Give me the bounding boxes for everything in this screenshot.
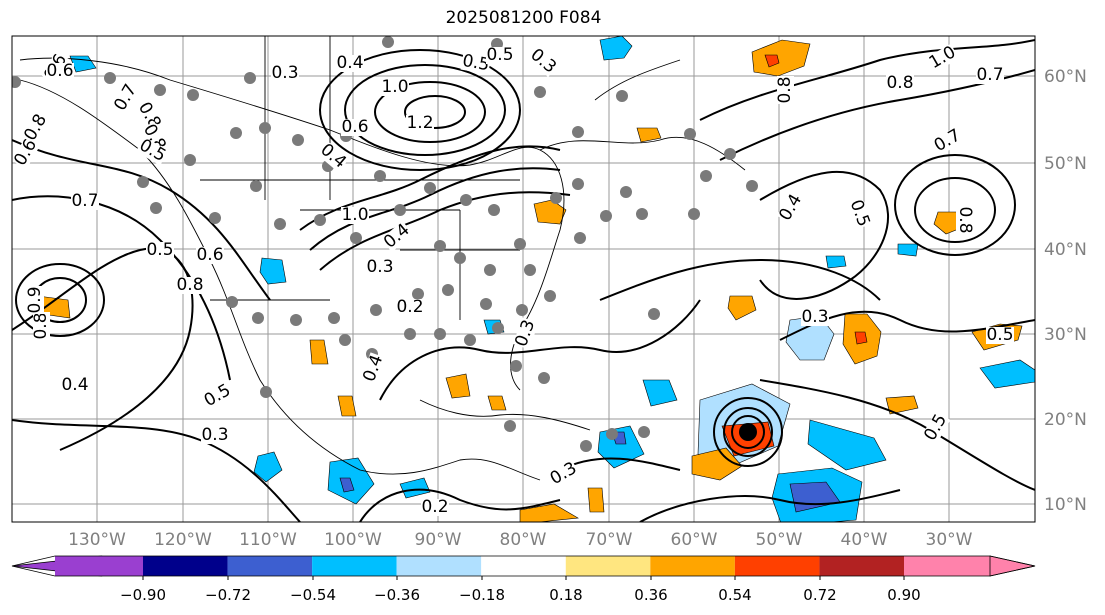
colorbar-bin bbox=[904, 556, 990, 576]
colorbar-bin bbox=[650, 556, 735, 576]
longitude-label: 60°W bbox=[671, 530, 718, 550]
contour-label: 0.8 bbox=[176, 275, 203, 295]
colorbar-tick-label: −0.54 bbox=[290, 586, 336, 604]
latitude-labels: 60°N 50°N 40°N 30°N 20°N 10°N bbox=[1044, 67, 1087, 515]
contour-label: 0.7 bbox=[71, 191, 98, 211]
contour-label: 0.2 bbox=[396, 297, 423, 317]
colorbar-max-arrow bbox=[989, 555, 1036, 577]
contours bbox=[12, 39, 1035, 522]
colorbar-bin bbox=[396, 556, 482, 576]
contour-label: 0.8 bbox=[886, 73, 913, 93]
contour-label: 0.4 bbox=[336, 53, 363, 73]
coastlines bbox=[19, 36, 746, 481]
contour-label: 0.8 bbox=[31, 312, 51, 339]
colorbar-bin bbox=[819, 556, 904, 576]
map-title: 2025081200 F084 bbox=[445, 8, 602, 28]
longitude-label: 110°W bbox=[239, 530, 297, 550]
colorbar bbox=[11, 555, 1036, 577]
colorbar-tick-label: 0.72 bbox=[803, 586, 836, 604]
contour-label: 0.5 bbox=[986, 325, 1013, 345]
latitude-label: 10°N bbox=[1044, 495, 1087, 515]
longitude-label: 120°W bbox=[154, 530, 212, 550]
colorbar-bin bbox=[565, 556, 651, 576]
latitude-label: 40°N bbox=[1044, 240, 1087, 260]
contour-label: 0.6 bbox=[196, 245, 223, 265]
station-markers bbox=[12, 36, 758, 452]
contour-label: 0.9 bbox=[25, 286, 45, 313]
colorbar-tick-label: 0.54 bbox=[718, 586, 751, 604]
cyclone-center bbox=[713, 397, 783, 467]
contour-label: 0.3 bbox=[201, 425, 228, 445]
contour-label: 1.0 bbox=[341, 205, 368, 225]
colorbar-tick-label: −0.90 bbox=[120, 586, 166, 604]
longitude-label: 70°W bbox=[586, 530, 633, 550]
contour-label: 0.4 bbox=[61, 375, 88, 395]
colorbar-tick-label: −0.72 bbox=[205, 586, 251, 604]
longitude-label: 80°W bbox=[500, 530, 547, 550]
latitude-label: 50°N bbox=[1044, 154, 1087, 174]
longitude-label: 130°W bbox=[68, 530, 126, 550]
longitude-label: 90°W bbox=[415, 530, 462, 550]
colorbar-tick-label: 0.36 bbox=[634, 586, 667, 604]
contour-label: 0.6 bbox=[341, 117, 368, 137]
contour-label: 0.2 bbox=[421, 497, 448, 517]
contour-label: 0.5 bbox=[146, 240, 173, 260]
contour-label: 1.2 bbox=[406, 113, 433, 133]
colorbar-outline bbox=[11, 555, 1036, 577]
latitude-label: 60°N bbox=[1044, 67, 1087, 87]
contour-label: 0.5 bbox=[486, 45, 513, 65]
contour-label: 0.8 bbox=[955, 206, 975, 233]
contour-label: 0.3 bbox=[801, 307, 828, 327]
colorbar-tick-label: 0.18 bbox=[549, 586, 582, 604]
longitude-label: 100°W bbox=[324, 530, 382, 550]
longitude-labels: 130°W 120°W 110°W 100°W 90°W 80°W 70°W 60°W 50°W… bbox=[68, 530, 973, 550]
latitude-label: 20°N bbox=[1044, 410, 1087, 430]
contour-label: 0.8 bbox=[775, 76, 795, 103]
contour-label: 0.6 bbox=[46, 61, 73, 81]
colorbar-bin bbox=[55, 556, 143, 576]
colorbar-bin bbox=[227, 556, 313, 576]
colorbar-bin bbox=[312, 556, 397, 576]
contour-label: 1.0 bbox=[381, 77, 408, 97]
contour-label: 0.3 bbox=[366, 257, 393, 277]
colorbar-bin bbox=[143, 556, 228, 576]
longitude-label: 30°W bbox=[926, 530, 973, 550]
longitude-label: 50°W bbox=[756, 530, 803, 550]
colorbar-tick-label: −0.18 bbox=[459, 586, 505, 604]
latitude-label: 30°N bbox=[1044, 325, 1087, 345]
map-border bbox=[11, 35, 1036, 523]
colorbar-bin bbox=[734, 556, 820, 576]
colorbar-bin bbox=[481, 556, 566, 576]
longitude-label: 40°W bbox=[841, 530, 888, 550]
colorbar-ticks: −0.90 −0.72 −0.54 −0.36 −0.18 0.18 0.36 0.54 0.7… bbox=[120, 576, 921, 604]
contour-label: 0.7 bbox=[976, 65, 1003, 85]
colorbar-tick-label: 0.90 bbox=[887, 586, 920, 604]
colorbar-tick-label: −0.36 bbox=[374, 586, 420, 604]
contour-label: 0.3 bbox=[271, 63, 298, 83]
contour-label: 0.5 bbox=[461, 51, 491, 75]
